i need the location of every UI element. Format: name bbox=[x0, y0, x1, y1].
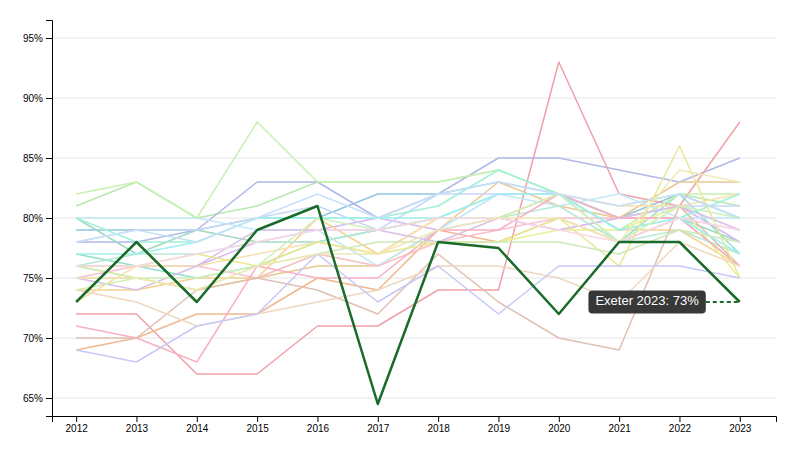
series-line bbox=[76, 170, 740, 242]
y-tick: 80% bbox=[23, 213, 52, 224]
x-tick-mark bbox=[317, 416, 318, 422]
x-tick-label: 2013 bbox=[126, 423, 149, 434]
grid-line bbox=[52, 38, 776, 39]
x-tick-mark bbox=[498, 416, 499, 422]
x-tick-label: 2018 bbox=[428, 423, 451, 434]
y-tick: 90% bbox=[23, 93, 52, 104]
x-tick-label: 2016 bbox=[307, 423, 330, 434]
x-tick-label: 2019 bbox=[488, 423, 511, 434]
x-tick: 2020 bbox=[548, 416, 571, 434]
x-tick-mark bbox=[619, 416, 620, 422]
grid bbox=[52, 38, 776, 398]
annotation-text: Exeter 2023: 73% bbox=[595, 293, 699, 308]
x-tick-label: 2017 bbox=[367, 423, 390, 434]
y-tick-label: 80% bbox=[23, 213, 43, 224]
series-line bbox=[76, 182, 740, 242]
series-line bbox=[76, 62, 740, 374]
x-tick-label: 2022 bbox=[669, 423, 692, 434]
y-axis-line bbox=[46, 21, 53, 417]
y-tick: 70% bbox=[23, 333, 52, 344]
y-tick-label: 85% bbox=[23, 153, 43, 164]
x-tick-mark bbox=[679, 416, 680, 422]
x-tick: 2016 bbox=[307, 416, 330, 434]
y-tick-label: 70% bbox=[23, 333, 43, 344]
chart: 2012 2013 2014 2015 2016 2017 2018 2019 2020 2021… bbox=[0, 0, 800, 450]
x-tick-label: 2014 bbox=[186, 423, 209, 434]
x-tick: 2018 bbox=[428, 416, 451, 434]
y-tick: 65% bbox=[23, 393, 52, 404]
series-line bbox=[76, 182, 740, 290]
x-tick-mark bbox=[197, 416, 198, 422]
series-line bbox=[76, 254, 740, 362]
x-tick-mark bbox=[740, 416, 741, 422]
series-line bbox=[76, 170, 740, 290]
x-tick-label: 2020 bbox=[548, 423, 571, 434]
x-tick-mark bbox=[257, 416, 258, 422]
x-tick: 2014 bbox=[186, 416, 209, 434]
x-tick-label: 2023 bbox=[729, 423, 752, 434]
series-line bbox=[76, 194, 740, 362]
x-tick: 2022 bbox=[669, 416, 692, 434]
y-tick-mark bbox=[46, 98, 52, 99]
annotation: Exeter 2023: 73% bbox=[588, 291, 739, 314]
x-tick-label: 2012 bbox=[66, 423, 89, 434]
x-tick-mark bbox=[378, 416, 379, 422]
grid-line bbox=[52, 398, 776, 399]
y-axis: 65% 70% 75% 80% 85% 90% 95% bbox=[23, 21, 53, 417]
y-tick-mark bbox=[46, 398, 52, 399]
grid-line bbox=[52, 98, 776, 99]
annotation-box bbox=[588, 291, 705, 314]
x-tick-mark bbox=[76, 416, 77, 422]
annotation-connector bbox=[706, 301, 740, 303]
x-tick: 2017 bbox=[367, 416, 390, 434]
x-tick-mark bbox=[136, 416, 137, 422]
y-tick-label: 65% bbox=[23, 393, 43, 404]
plot: 2012 2013 2014 2015 2016 2017 2018 2019 2020 2021… bbox=[23, 21, 777, 435]
grid-line bbox=[52, 158, 776, 159]
x-tick: 2021 bbox=[609, 416, 632, 434]
y-tick-mark bbox=[46, 38, 52, 39]
x-tick: 2012 bbox=[66, 416, 89, 434]
x-tick: 2023 bbox=[729, 416, 752, 434]
y-tick-mark bbox=[46, 158, 52, 159]
x-tick: 2013 bbox=[126, 416, 149, 434]
x-tick-mark bbox=[438, 416, 439, 422]
y-tick-label: 95% bbox=[23, 33, 43, 44]
y-tick-mark bbox=[46, 278, 52, 279]
x-tick: 2019 bbox=[488, 416, 511, 434]
x-tick-label: 2021 bbox=[609, 423, 632, 434]
y-tick-mark bbox=[46, 218, 52, 219]
lines bbox=[76, 62, 740, 404]
y-tick: 85% bbox=[23, 153, 52, 164]
y-tick-label: 90% bbox=[23, 93, 43, 104]
highlight-line bbox=[76, 206, 740, 404]
y-tick: 95% bbox=[23, 33, 52, 44]
y-tick: 75% bbox=[23, 273, 52, 284]
y-tick-mark bbox=[46, 338, 52, 339]
x-tick-mark bbox=[559, 416, 560, 422]
x-tick: 2015 bbox=[247, 416, 270, 434]
y-tick-label: 75% bbox=[23, 273, 43, 284]
x-axis-line bbox=[53, 417, 777, 423]
x-tick-label: 2015 bbox=[247, 423, 270, 434]
series-line bbox=[76, 146, 740, 278]
x-axis: 2012 2013 2014 2015 2016 2017 2018 2019 2020 2021… bbox=[53, 416, 777, 434]
